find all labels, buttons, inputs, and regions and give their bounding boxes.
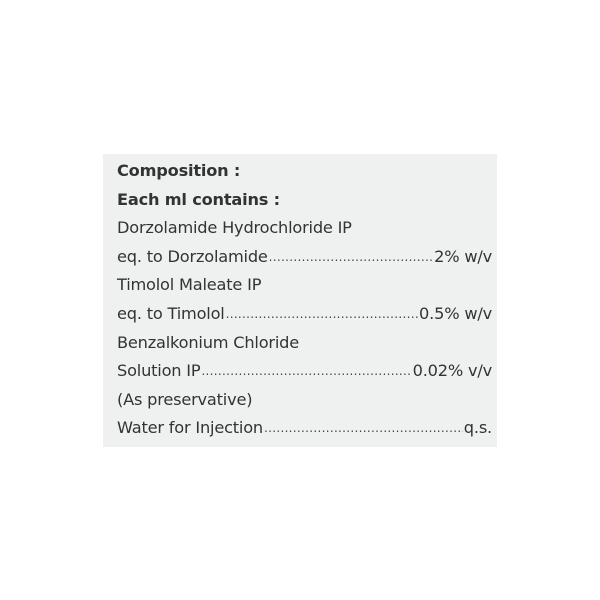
ingredient-label: Benzalkonium Chloride (117, 332, 300, 352)
dot-leader (201, 357, 411, 386)
ingredient-value: 2% w/v (434, 246, 492, 266)
ingredient-line: eq. to Dorzolamide 2% w/v (117, 243, 492, 272)
each-ml-heading: Each ml contains : (117, 189, 280, 209)
ingredient-label: (As preservative) (117, 389, 253, 409)
ingredient-line: Water for Injection q.s. (117, 414, 492, 443)
ingredient-line: (As preservative) (117, 386, 492, 415)
dot-leader (269, 243, 433, 272)
ingredient-label: Solution IP (117, 361, 201, 381)
ingredient-value: 0.5% w/v (419, 303, 492, 323)
ingredient-label: eq. to Timolol (117, 303, 225, 323)
ingredient-label: Dorzolamide Hydrochloride IP (117, 218, 352, 238)
ingredient-label: Timolol Maleate IP (117, 275, 262, 295)
composition-panel: Composition : Each ml contains : Dorzola… (103, 154, 497, 447)
ingredient-value: q.s. (463, 418, 492, 438)
ingredient-line: Dorzolamide Hydrochloride IP (117, 214, 492, 243)
ingredient-line: Solution IP 0.02% v/v (117, 357, 492, 386)
ingredient-label: eq. to Dorzolamide (117, 246, 268, 266)
ingredient-value: 0.02% v/v (412, 361, 493, 381)
ingredient-line: Benzalkonium Chloride (117, 329, 492, 358)
dot-leader (226, 300, 418, 329)
composition-heading: Composition : (117, 161, 241, 180)
dot-leader (264, 414, 463, 443)
ingredient-label: Water for Injection (117, 418, 263, 438)
ingredient-line: eq. to Timolol 0.5% w/v (117, 300, 492, 329)
ingredient-line: Timolol Maleate IP (117, 271, 492, 300)
